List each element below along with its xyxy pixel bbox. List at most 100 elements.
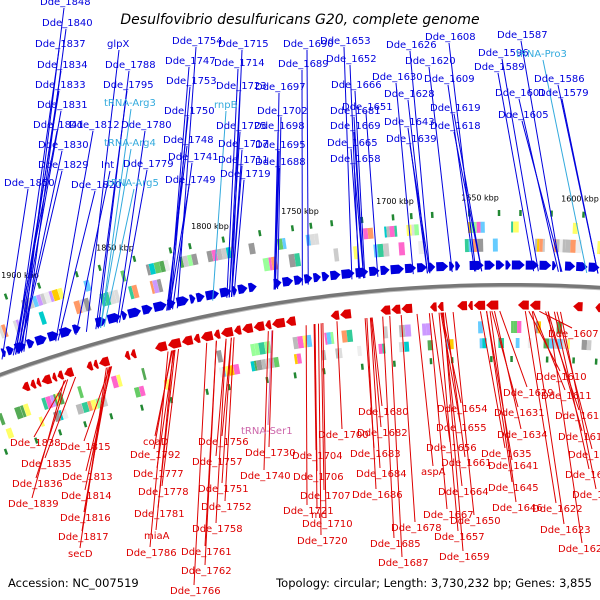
reverse-gene-arrow — [41, 374, 53, 385]
top-gene-label: tRNA-Arg5 — [107, 178, 159, 189]
bottom-gene-label: Dde_1730 — [245, 448, 296, 459]
bottom-gene-label: secD — [68, 549, 93, 560]
cog-category-bar — [133, 386, 142, 398]
top-leader-line — [365, 112, 379, 277]
bottom-leader-line — [444, 312, 466, 458]
bottom-gene-label: Dde_1657 — [434, 532, 485, 543]
top-leader-line — [100, 148, 132, 328]
top-leader-line — [353, 164, 365, 279]
cog-category-bar — [216, 350, 224, 363]
bottom-leader-line — [438, 312, 459, 532]
cog-category-bar — [394, 225, 398, 237]
bottom-gene-label: Dde_1611 — [541, 391, 592, 402]
bottom-gene-label: Dde_1659 — [439, 552, 490, 563]
cog-category-bar — [477, 238, 484, 252]
bottom-gene-label: Dde_1635 — [481, 449, 532, 460]
bottom-gene-label: Dde_1645 — [488, 483, 539, 494]
bottom-gene-label: Dde_1706 — [293, 472, 344, 483]
scale-tick-label: 1850 kbp — [96, 243, 134, 252]
reverse-gene-arrow — [380, 305, 391, 315]
forward-gene-arrow — [321, 271, 330, 282]
reverse-gene-arrow — [86, 361, 94, 371]
forward-gene-arrow — [564, 261, 576, 271]
cog-category-bar — [22, 403, 32, 417]
top-gene-label: Dde_1697 — [255, 82, 306, 93]
bottom-leader-line — [31, 380, 65, 499]
cog-category-bar — [191, 253, 199, 266]
cog-category-bar — [288, 253, 297, 268]
top-leader-line — [18, 150, 63, 354]
bottom-leader-line — [369, 317, 381, 469]
gc-marker — [258, 230, 262, 237]
reverse-gene-arrow — [517, 300, 529, 310]
bottom-gene-label: Dde_1655 — [436, 423, 487, 434]
forward-gene-arrow — [152, 301, 167, 312]
top-gene-label: Dde_1829 — [38, 160, 89, 171]
reverse-gene-arrow — [64, 367, 75, 378]
bottom-gene-label: tRNA-Ser1 — [241, 426, 293, 437]
cog-category-bar — [159, 260, 166, 273]
gc-marker — [582, 211, 585, 218]
bottom-gene-label: Dde_1836 — [12, 479, 63, 490]
cog-category-bar — [19, 405, 27, 418]
top-leader-line — [343, 46, 353, 280]
bottom-gene-label: Dde_1757 — [192, 457, 243, 468]
bottom-leader-line — [486, 311, 513, 483]
forward-gene-arrow — [94, 316, 107, 328]
bottom-leader-line — [499, 310, 528, 388]
bottom-gene-label: Dde_1682 — [357, 428, 408, 439]
top-leader-line — [85, 49, 120, 332]
cog-category-bar — [232, 363, 241, 375]
label-leader-lines — [1, 7, 599, 586]
cog-category-bar — [297, 335, 305, 349]
bottom-leader-line — [193, 342, 208, 586]
genome-backbone-shadow — [0, 286, 600, 378]
bottom-gene-label: Dde_1641 — [488, 461, 539, 472]
cog-category-bar — [542, 238, 546, 252]
reverse-gene-arrow — [529, 300, 541, 310]
bottom-gene-label: Dde_1613 — [558, 432, 600, 443]
top-gene-label: Dde_1711 — [218, 155, 269, 166]
top-gene-label: Dde_1618 — [430, 121, 481, 132]
cog-category-bar — [131, 284, 140, 299]
bottom-gene-label: Dde_1629 — [503, 388, 554, 399]
reverse-gene-arrow — [340, 309, 352, 319]
top-gene-label: Dde_1601 — [495, 88, 546, 99]
bottom-gene-label: Dde_1752 — [201, 502, 252, 513]
cog-category-bar — [273, 356, 280, 368]
scale-tick-label: 1600 kbp — [561, 195, 599, 204]
bottom-gene-label: Dde_1686 — [352, 490, 403, 501]
cog-category-bar — [517, 321, 522, 334]
cog-category-bar — [464, 239, 469, 253]
gc-marker — [510, 355, 513, 363]
reverse-gene-arrow — [221, 326, 234, 338]
bottom-leader-line — [431, 313, 451, 443]
cog-category-bar — [586, 340, 592, 351]
bottom-leader-line — [440, 312, 461, 423]
accession-label: Accession: NC_007519 — [8, 576, 139, 590]
forward-gene-arrow — [237, 284, 248, 295]
gc-marker — [290, 225, 295, 232]
cog-category-bar — [562, 239, 566, 253]
cog-category-bar — [294, 253, 302, 267]
cog-category-bar — [14, 406, 24, 420]
forward-gene-arrow — [341, 269, 355, 279]
cog-category-bar — [51, 288, 61, 302]
top-leader-line — [75, 170, 111, 336]
top-leader-line — [501, 58, 539, 272]
forward-gene-arrow — [312, 272, 322, 283]
forward-gene-arrow — [71, 324, 81, 334]
forward-gene-arrow — [25, 339, 35, 349]
top-leader-line — [17, 110, 62, 354]
forward-gene-arrow — [195, 292, 205, 303]
cog-category-bar — [253, 360, 258, 371]
top-gene-label: tRNA-Arg4 — [104, 138, 156, 149]
reverse-gene-arrow — [193, 333, 201, 344]
cog-category-bar — [149, 280, 156, 294]
bottom-leader-line — [371, 317, 383, 407]
gc-marker — [34, 437, 39, 444]
bottom-leader-line — [204, 340, 217, 566]
genome-ring — [0, 283, 600, 378]
cog-category-bar — [513, 321, 518, 334]
gene-labels: Dde_1848 Dde_1840 Dde_1837 Dde_1834 Dde_1833… — [4, 0, 600, 597]
